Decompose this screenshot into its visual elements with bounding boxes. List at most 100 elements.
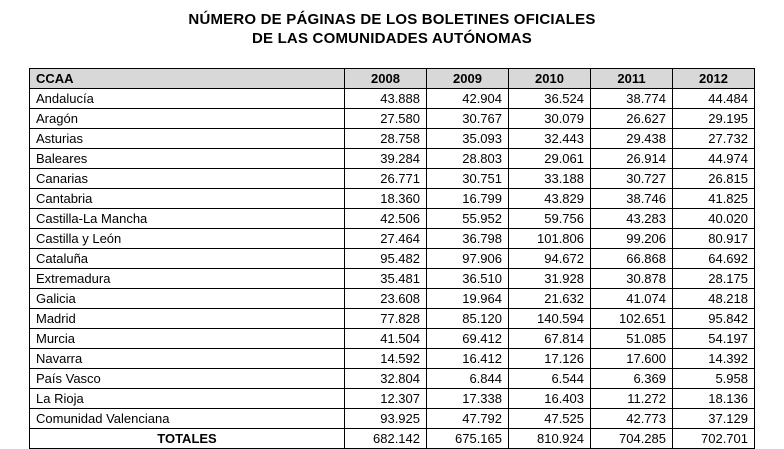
value-cell: 77.828: [344, 308, 427, 329]
value-cell: 27.580: [344, 108, 427, 129]
value-cell: 102.651: [590, 308, 673, 329]
value-cell: 48.218: [672, 288, 755, 309]
value-cell: 14.392: [672, 348, 755, 369]
ccaa-cell: Baleares: [29, 148, 345, 169]
value-cell: 29.438: [590, 128, 673, 149]
table-row: Madrid 77.828 85.120 140.594 102.651 95.842: [29, 308, 755, 329]
boletines-table: CCAA 2008 2009 2010 2011 2012 Andalucía 4…: [29, 68, 755, 449]
ccaa-cell: Asturias: [29, 128, 345, 149]
value-cell: 41.074: [590, 288, 673, 309]
value-cell: 30.878: [590, 268, 673, 289]
value-cell: 42.506: [344, 208, 427, 229]
value-cell: 36.510: [426, 268, 509, 289]
value-cell: 5.958: [672, 368, 755, 389]
value-cell: 28.758: [344, 128, 427, 149]
ccaa-cell: País Vasco: [29, 368, 345, 389]
value-cell: 64.692: [672, 248, 755, 269]
value-cell: 40.020: [672, 208, 755, 229]
value-cell: 14.592: [344, 348, 427, 369]
value-cell: 28.175: [672, 268, 755, 289]
value-cell: 31.928: [508, 268, 591, 289]
value-cell: 35.093: [426, 128, 509, 149]
column-header-2011: 2011: [590, 68, 673, 89]
value-cell: 6.544: [508, 368, 591, 389]
totals-value-2012: 702.701: [672, 428, 755, 449]
value-cell: 16.403: [508, 388, 591, 409]
table-row: Canarias 26.771 30.751 33.188 30.727 26.815: [29, 168, 755, 189]
totals-row: TOTALES 682.142 675.165 810.924 704.285 …: [29, 428, 755, 449]
value-cell: 43.888: [344, 88, 427, 109]
value-cell: 47.525: [508, 408, 591, 429]
value-cell: 94.672: [508, 248, 591, 269]
value-cell: 6.369: [590, 368, 673, 389]
value-cell: 42.773: [590, 408, 673, 429]
value-cell: 30.727: [590, 168, 673, 189]
title-line-1: NÚMERO DE PÁGINAS DE LOS BOLETINES OFICI…: [188, 11, 596, 28]
value-cell: 140.594: [508, 308, 591, 329]
value-cell: 30.079: [508, 108, 591, 129]
table-row: Asturias 28.758 35.093 32.443 29.438 27.732: [29, 128, 755, 149]
value-cell: 95.482: [344, 248, 427, 269]
table-row: Aragón 27.580 30.767 30.079 26.627 29.195: [29, 108, 755, 129]
ccaa-cell: Madrid: [29, 308, 345, 329]
value-cell: 101.806: [508, 228, 591, 249]
value-cell: 6.844: [426, 368, 509, 389]
value-cell: 26.815: [672, 168, 755, 189]
table-row: País Vasco 32.804 6.844 6.544 6.369 5.958: [29, 368, 755, 389]
value-cell: 69.412: [426, 328, 509, 349]
value-cell: 35.481: [344, 268, 427, 289]
table-row: Cantabria 18.360 16.799 43.829 38.746 41.825: [29, 188, 755, 209]
value-cell: 93.925: [344, 408, 427, 429]
value-cell: 26.627: [590, 108, 673, 129]
value-cell: 32.804: [344, 368, 427, 389]
value-cell: 54.197: [672, 328, 755, 349]
column-header-2010: 2010: [508, 68, 591, 89]
value-cell: 51.085: [590, 328, 673, 349]
value-cell: 18.360: [344, 188, 427, 209]
value-cell: 44.484: [672, 88, 755, 109]
value-cell: 19.964: [426, 288, 509, 309]
value-cell: 67.814: [508, 328, 591, 349]
ccaa-cell: Navarra: [29, 348, 345, 369]
value-cell: 17.126: [508, 348, 591, 369]
value-cell: 42.904: [426, 88, 509, 109]
value-cell: 16.412: [426, 348, 509, 369]
value-cell: 11.272: [590, 388, 673, 409]
table-body: Andalucía 43.888 42.904 36.524 38.774 44.484 A…: [29, 88, 755, 429]
value-cell: 26.771: [344, 168, 427, 189]
table-row: Extremadura 35.481 36.510 31.928 30.878 28.17…: [29, 268, 755, 289]
value-cell: 99.206: [590, 228, 673, 249]
column-header-2009: 2009: [426, 68, 509, 89]
table-row: Baleares 39.284 28.803 29.061 26.914 44.974: [29, 148, 755, 169]
value-cell: 30.751: [426, 168, 509, 189]
column-header-2012: 2012: [672, 68, 755, 89]
page: NÚMERO DE PÁGINAS DE LOS BOLETINES OFICI…: [29, 0, 755, 449]
value-cell: 17.338: [426, 388, 509, 409]
value-cell: 29.195: [672, 108, 755, 129]
value-cell: 47.792: [426, 408, 509, 429]
value-cell: 30.767: [426, 108, 509, 129]
value-cell: 41.825: [672, 188, 755, 209]
value-cell: 38.746: [590, 188, 673, 209]
value-cell: 33.188: [508, 168, 591, 189]
column-header-2008: 2008: [344, 68, 427, 89]
ccaa-cell: Murcia: [29, 328, 345, 349]
table-row: Comunidad Valenciana 93.925 47.792 47.525 42…: [29, 408, 755, 429]
value-cell: 26.914: [590, 148, 673, 169]
ccaa-cell: Extremadura: [29, 268, 345, 289]
value-cell: 80.917: [672, 228, 755, 249]
totals-value-2010: 810.924: [508, 428, 591, 449]
value-cell: 17.600: [590, 348, 673, 369]
value-cell: 43.829: [508, 188, 591, 209]
value-cell: 27.464: [344, 228, 427, 249]
ccaa-cell: Canarias: [29, 168, 345, 189]
ccaa-cell: Galicia: [29, 288, 345, 309]
title-line-2: DE LAS COMUNIDADES AUTÓNOMAS: [251, 30, 533, 47]
table-row: Castilla-La Mancha 42.506 55.952 59.756 43.2…: [29, 208, 755, 229]
ccaa-cell: Andalucía: [29, 88, 345, 109]
column-header-ccaa: CCAA: [29, 68, 345, 89]
value-cell: 37.129: [672, 408, 755, 429]
totals-value-2008: 682.142: [344, 428, 427, 449]
value-cell: 44.974: [672, 148, 755, 169]
table-row: Andalucía 43.888 42.904 36.524 38.774 44.484: [29, 88, 755, 109]
